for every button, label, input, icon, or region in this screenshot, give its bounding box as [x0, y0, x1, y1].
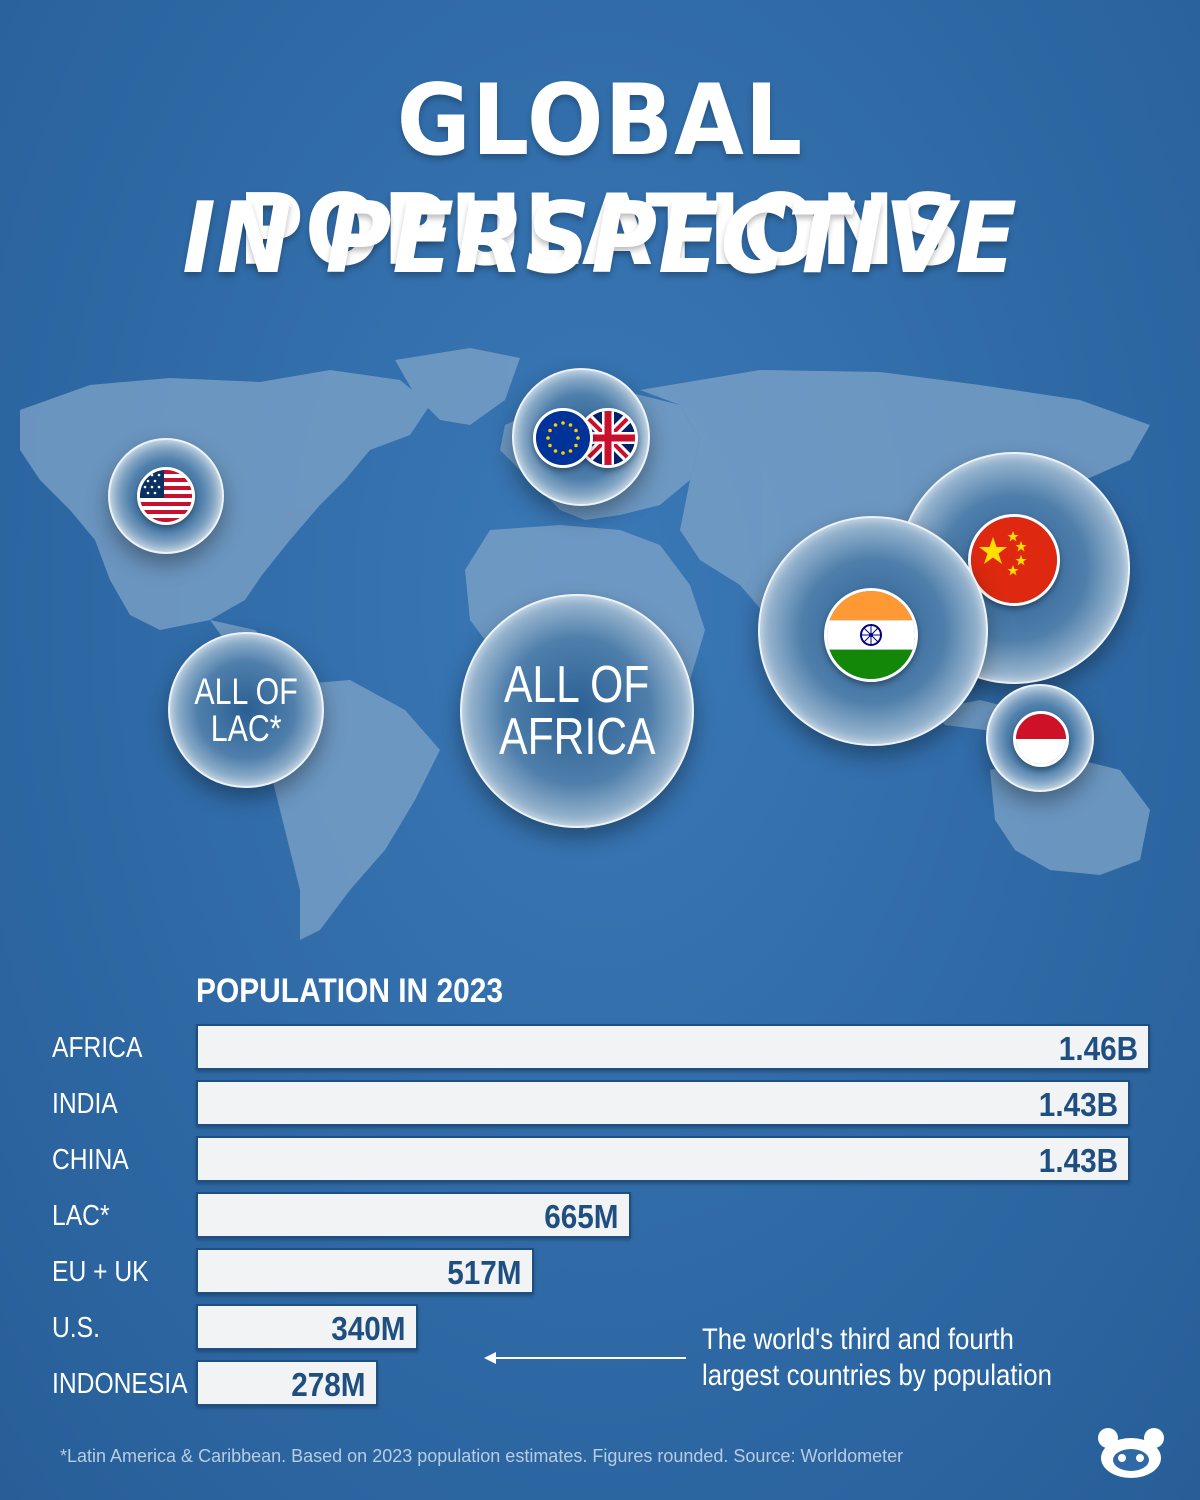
value-label: 665M	[544, 1198, 619, 1235]
north-america-shape	[20, 370, 430, 630]
bubble-lac-line-1: ALL OF	[194, 671, 298, 712]
title-line-2: IN PERSPECTIVE	[182, 182, 1018, 296]
bubble-lac: ALL OF LAC*	[168, 632, 324, 788]
category-label: U.S.	[52, 1312, 100, 1344]
annotation-line-1: The world's third and fourth	[702, 1323, 1014, 1356]
bar: 340M	[196, 1304, 418, 1350]
bubble-indonesia	[986, 684, 1094, 792]
us-flag-icon	[137, 467, 195, 525]
category-label: INDONESIA	[52, 1368, 188, 1400]
uk-flag-icon	[578, 408, 638, 468]
bubble-lac-line-2: LAC*	[210, 708, 282, 749]
bubble-india	[758, 516, 988, 746]
bubble-africa-line-2: AFRICA	[498, 708, 656, 766]
footnote: *Latin America & Caribbean. Based on 202…	[60, 1446, 904, 1466]
value-label: 340M	[331, 1310, 406, 1347]
bar: 278M	[196, 1360, 378, 1406]
bar-chart: AFRICA 1.46B INDIA 1.43B CHINA 1.43B LAC* 665M E…	[0, 1018, 1200, 1418]
bar: 1.43B	[196, 1136, 1130, 1182]
category-label: LAC*	[52, 1200, 110, 1232]
value-label: 1.46B	[1058, 1030, 1138, 1067]
value-label: 517M	[447, 1254, 522, 1291]
annotation-line-2: largest countries by population	[702, 1359, 1052, 1392]
bar: 517M	[196, 1248, 534, 1294]
category-label: CHINA	[52, 1144, 129, 1176]
bubble-africa: ALL OF AFRICA	[460, 594, 694, 828]
title-line-1: GLOBAL POPULATIONS	[237, 64, 963, 288]
bubble-africa-line-1: ALL OF	[504, 656, 650, 714]
bar: 665M	[196, 1192, 631, 1238]
annotation-arrow	[484, 1352, 686, 1364]
greenland-shape	[395, 348, 520, 425]
annotation-text: The world's third and fourth largest cou…	[702, 1322, 1052, 1394]
china-flag-icon	[968, 514, 1060, 606]
value-label: 1.43B	[1038, 1142, 1118, 1179]
category-label: EU + UK	[52, 1256, 149, 1288]
value-label: 278M	[291, 1366, 366, 1403]
india-flag-icon	[824, 588, 918, 682]
bar: 1.43B	[196, 1080, 1130, 1126]
chart-title: POPULATION IN 2023	[196, 972, 504, 1010]
indonesia-flag-icon	[1013, 711, 1069, 767]
eu-flag-icon	[533, 408, 593, 468]
brand-logo-icon	[1098, 1428, 1164, 1478]
bubble-africa-label: ALL OF AFRICA	[462, 596, 692, 826]
bubble-eu-uk	[512, 368, 650, 506]
bar: 1.46B	[196, 1024, 1150, 1070]
bubble-lac-label: ALL OF LAC*	[170, 634, 322, 786]
category-label: AFRICA	[52, 1032, 143, 1064]
bubble-us	[108, 438, 224, 554]
value-label: 1.43B	[1038, 1086, 1118, 1123]
category-label: INDIA	[52, 1088, 118, 1120]
